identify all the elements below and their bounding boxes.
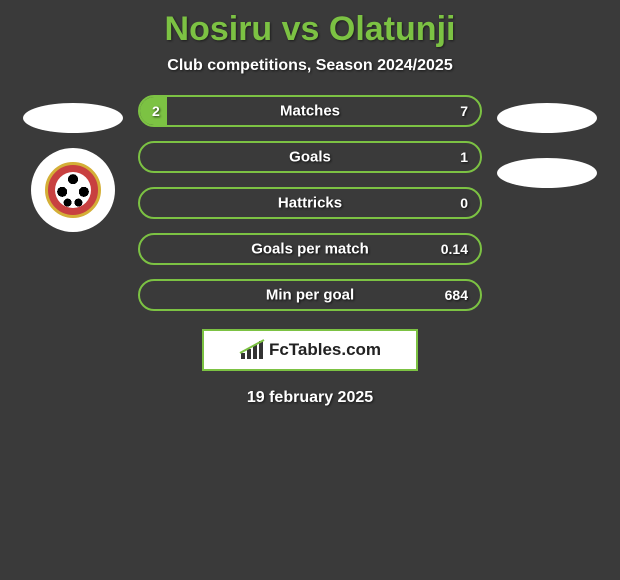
- stat-row-goals: Goals 1: [138, 141, 482, 173]
- comparison-area: 2 Matches 7 Goals 1 Hattricks 0 Goals pe…: [10, 95, 610, 311]
- stat-left-value: 2: [152, 103, 160, 119]
- stat-row-mpg: Min per goal 684: [138, 279, 482, 311]
- footer-date: 19 february 2025: [10, 389, 610, 407]
- stat-right-value: 0: [460, 195, 468, 211]
- stat-label: Goals: [289, 149, 331, 166]
- stat-label: Goals per match: [251, 241, 369, 258]
- main-container: Nosiru vs Olatunji Club competitions, Se…: [0, 0, 620, 415]
- stat-label: Min per goal: [266, 287, 354, 304]
- left-player-col: [18, 95, 128, 232]
- brand-box[interactable]: FcTables.com: [202, 329, 418, 371]
- stat-label: Hattricks: [278, 195, 342, 212]
- right-player-ellipse: [497, 103, 597, 133]
- soccer-ball-icon: [55, 172, 91, 208]
- page-title: Nosiru vs Olatunji: [10, 10, 610, 49]
- stat-bars: 2 Matches 7 Goals 1 Hattricks 0 Goals pe…: [138, 95, 482, 311]
- stat-right-value: 1: [460, 149, 468, 165]
- page-subtitle: Club competitions, Season 2024/2025: [10, 57, 610, 75]
- right-player-col: [492, 95, 602, 188]
- stat-right-value: 7: [460, 103, 468, 119]
- bar-chart-icon: [239, 339, 265, 361]
- right-club-ellipse: [497, 158, 597, 188]
- stat-row-gpm: Goals per match 0.14: [138, 233, 482, 265]
- stat-row-hattricks: Hattricks 0: [138, 187, 482, 219]
- badge-ring: [45, 162, 101, 218]
- brand-text: FcTables.com: [269, 340, 381, 360]
- left-club-badge: [31, 148, 115, 232]
- stat-row-matches: 2 Matches 7: [138, 95, 482, 127]
- stat-right-value: 0.14: [441, 241, 468, 257]
- stat-label: Matches: [280, 103, 340, 120]
- left-player-ellipse: [23, 103, 123, 133]
- stat-right-value: 684: [445, 287, 468, 303]
